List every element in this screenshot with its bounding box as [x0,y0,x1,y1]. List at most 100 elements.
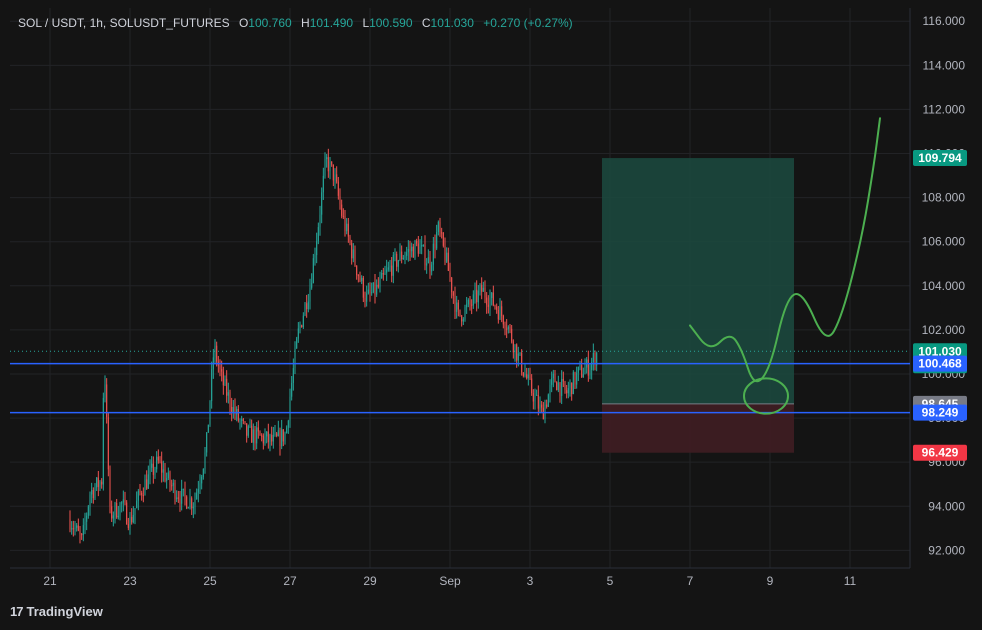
candle-body [522,372,524,376]
candle-body [169,472,171,486]
candle-body [246,423,248,436]
candle-body [279,430,281,447]
candle-body [156,456,158,470]
candle-body [434,243,436,249]
candle-body [421,245,423,247]
candle-body [197,488,199,493]
candle-body [152,463,154,475]
candle-body [484,287,486,298]
candle-body [361,277,363,282]
candle-body [492,292,494,306]
candle-body [99,481,101,487]
candle-body [374,282,376,295]
candle-body [74,527,76,530]
candle-body [396,253,398,267]
price-label-text: 96.429 [922,446,959,460]
candle-body [86,515,88,522]
candle-body [362,277,364,298]
candle-body [216,345,218,362]
candle-body [419,246,421,254]
candle-body [531,378,533,394]
candle-body [141,492,143,496]
candle-body [481,284,483,292]
candle-body [314,255,316,259]
candle-body [261,435,263,437]
candle-body [147,474,149,489]
candle-body [372,282,374,293]
x-tick-label: 7 [687,574,694,588]
y-tick-label: 102.000 [922,323,966,337]
candle-body [317,227,319,242]
candle-body [504,324,506,329]
x-tick-label: 9 [767,574,774,588]
candle-body [466,304,468,308]
candle-body [594,353,596,366]
candle-body [437,222,439,233]
candle-body [377,284,379,287]
candle-body [487,304,489,307]
candle-body [581,365,583,378]
candle-body [126,502,128,525]
candle-body [471,304,473,306]
symbol-title[interactable]: SOL / USDT, 1h, SOLUSDT_FUTURES [18,16,230,30]
candle-body [284,433,286,442]
candle-body [452,292,454,296]
x-tick-label: Sep [439,574,461,588]
candle-body [549,384,551,395]
candle-body [162,469,164,473]
candle-body [564,381,566,391]
candle-body [176,497,178,500]
candle-body [307,301,309,310]
candle-body [596,352,598,366]
candle-body [174,482,176,500]
candle-body [202,468,204,477]
candle-body [489,298,491,307]
candle-body [351,243,353,259]
candle-body [584,367,586,375]
price-label-box [913,404,967,421]
candle-body [127,524,129,528]
candle-body [341,204,343,216]
candle-body [301,325,303,327]
candle-body [386,269,388,273]
tradingview-logo-icon: 17 [10,604,24,619]
candle-body [327,157,329,172]
candle-body [144,479,146,496]
candle-body [379,278,381,287]
candle-body [424,244,426,266]
candle-body [517,353,519,361]
candle-body [201,476,203,484]
candle-body [551,378,553,385]
candle-body [467,299,469,305]
candle-body [542,407,544,420]
candle-body [394,253,396,256]
candle-body [266,431,268,437]
candle-body [412,246,414,258]
tradingview-brand[interactable]: 17 TradingView [10,604,103,619]
candle-body [559,382,561,396]
candle-body [171,485,173,487]
candle-body [561,378,563,396]
candle-body [539,404,541,409]
low-label: L [362,16,370,30]
y-tick-label: 94.000 [928,499,965,513]
candle-body [191,498,193,509]
candle-body [407,248,409,253]
candle-body [219,365,221,370]
candle-body [222,371,224,386]
candle-body [311,283,313,288]
candle-body [139,490,141,493]
candle-body [172,482,174,486]
x-tick-label: 5 [607,574,614,588]
candle-body [459,309,461,316]
candle-body [121,502,123,504]
candle-body [326,157,328,160]
candle-body [461,315,463,322]
candle-body [392,255,394,276]
candle-body [441,232,443,234]
stop-zone [602,403,794,453]
x-tick-label: 25 [203,574,217,588]
candle-body [161,461,163,473]
candle-body [334,174,336,181]
